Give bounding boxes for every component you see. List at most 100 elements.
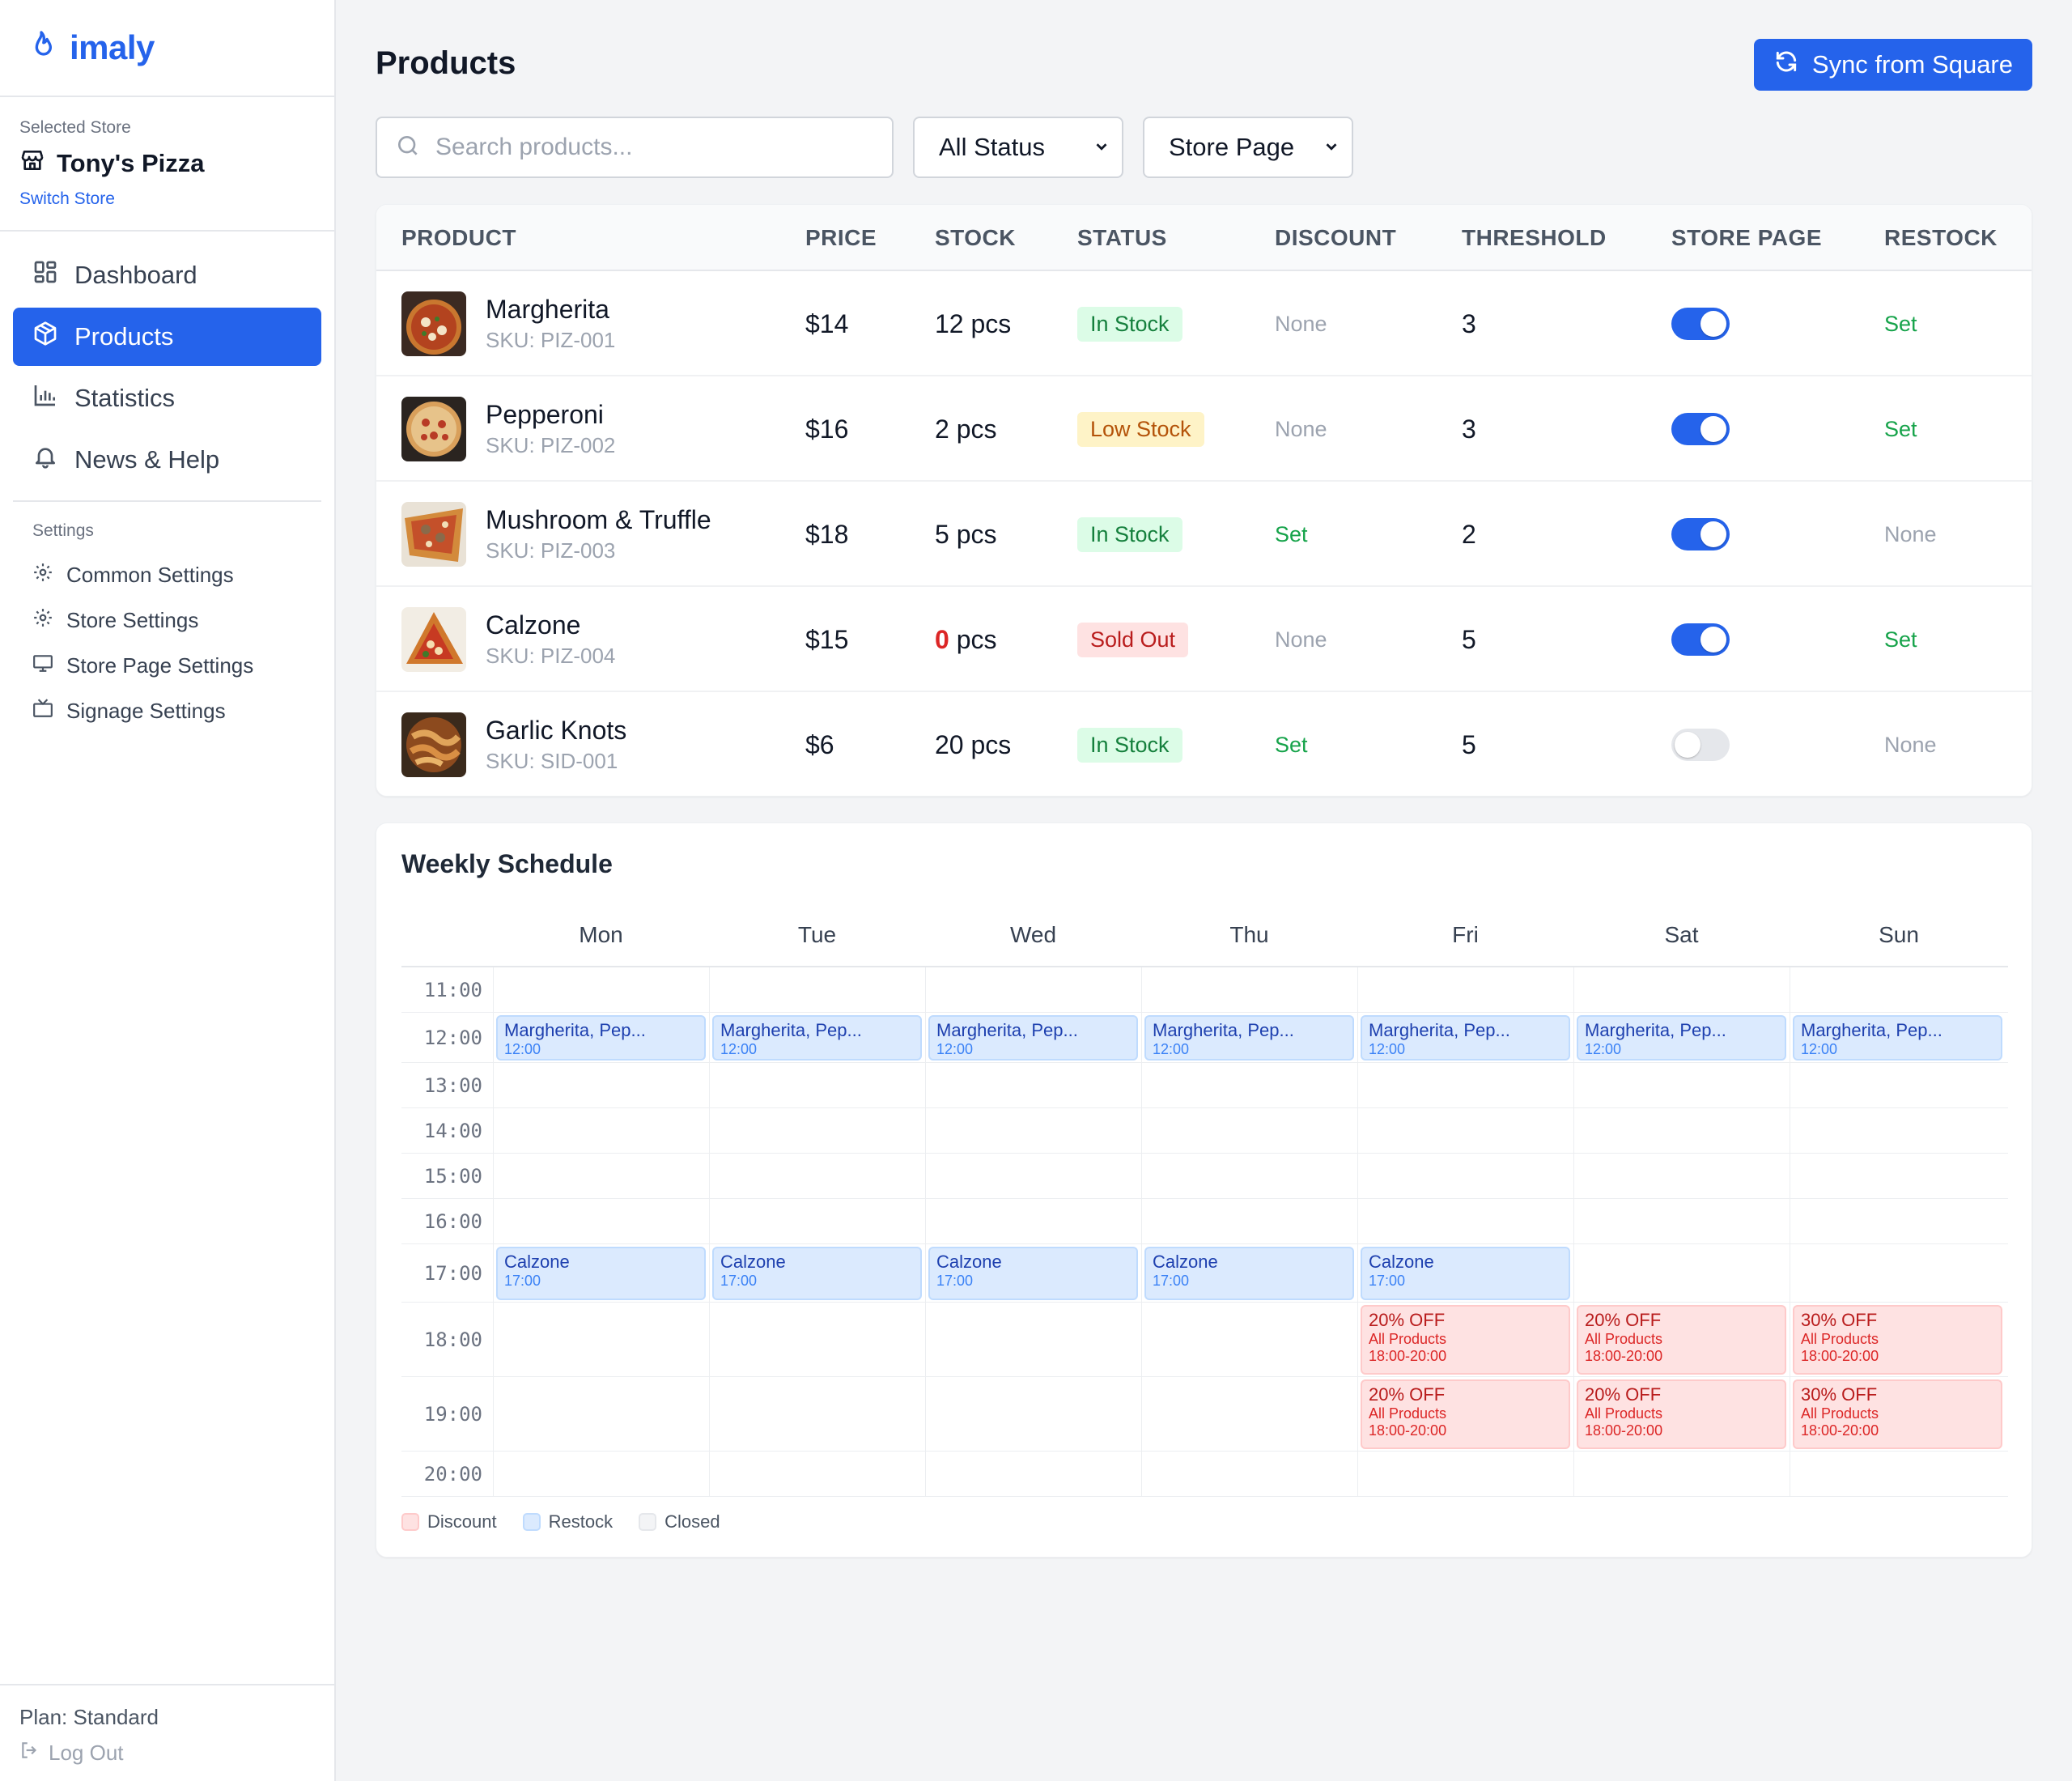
table-row[interactable]: Pepperoni SKU: PIZ-002 $16 2 pcs Low Sto… (376, 376, 2032, 482)
settings-item-store-page[interactable]: Store Page Settings (13, 643, 321, 688)
brand[interactable]: imaly (0, 0, 334, 97)
restock-event[interactable]: Margherita, Pep... 12:00 (1577, 1015, 1786, 1061)
discount-value[interactable]: Set (1275, 732, 1308, 757)
store-page-toggle[interactable] (1671, 413, 1730, 445)
discount-event[interactable]: 30% OFF All Products 18:00-20:00 (1793, 1305, 2002, 1375)
discount-event[interactable]: 20% OFF All Products 18:00-20:00 (1577, 1379, 1786, 1449)
column-header-discount[interactable]: DISCOUNT (1275, 225, 1397, 250)
event-subtitle: 12:00 (504, 1041, 541, 1057)
logout-button[interactable]: Log Out (19, 1740, 315, 1766)
restock-event[interactable]: Margherita, Pep... 12:00 (1361, 1015, 1570, 1061)
time-label: 20:00 (423, 1463, 482, 1486)
store-page-cell (1671, 587, 1730, 692)
day-column-divider (1573, 967, 1574, 1497)
day-header-sun: Sun (1879, 922, 1919, 947)
restock-event[interactable]: Margherita, Pep... 12:00 (496, 1015, 706, 1061)
main-nav: Dashboard Products Statistics News & Hel… (0, 232, 334, 733)
restock-event[interactable]: Margherita, Pep... 12:00 (712, 1015, 922, 1061)
stock-cell: 20 pcs (935, 692, 1011, 796)
event-time-range: 18:00-20:00 (1801, 1422, 1879, 1439)
legend-swatch (639, 1513, 657, 1531)
stock-count: 12 (935, 308, 964, 338)
restock-value[interactable]: None (1884, 732, 1937, 757)
product-name[interactable]: Garlic Knots (486, 716, 627, 745)
sync-button[interactable]: Sync from Square (1753, 39, 2032, 91)
restock-event[interactable]: Margherita, Pep... 12:00 (1144, 1015, 1354, 1061)
time-label: 18:00 (423, 1328, 482, 1351)
settings-item-label: Signage Settings (66, 698, 226, 723)
store-page-toggle[interactable] (1671, 308, 1730, 340)
restock-value[interactable]: Set (1884, 627, 1917, 652)
column-header-restock[interactable]: RESTOCK (1884, 225, 1998, 250)
product-info: Margherita SKU: PIZ-001 (486, 295, 615, 353)
flame-logo-icon (28, 30, 55, 66)
switch-store-link[interactable]: Switch Store (19, 189, 115, 208)
store-page-toggle[interactable] (1671, 729, 1730, 761)
day-header-mon: Mon (579, 922, 623, 947)
restock-value[interactable]: None (1884, 521, 1937, 546)
discount-value[interactable]: None (1275, 627, 1327, 652)
table-row[interactable]: Margherita SKU: PIZ-001 $14 12 pcs In St… (376, 271, 2032, 376)
status-filter-select[interactable]: All Status (913, 117, 1123, 178)
restock-value[interactable]: Set (1884, 416, 1917, 441)
product-sku: SKU: SID-001 (486, 749, 618, 773)
restock-event[interactable]: Calzone 17:00 (496, 1247, 706, 1300)
event-title: 30% OFF (1801, 1384, 1878, 1405)
product-name[interactable]: Mushroom & Truffle (486, 505, 711, 534)
discount-value[interactable]: None (1275, 416, 1327, 441)
discount-event[interactable]: 20% OFF All Products 18:00-20:00 (1361, 1379, 1570, 1449)
restock-event[interactable]: Calzone 17:00 (712, 1247, 922, 1300)
stock-unit: pcs (956, 624, 997, 654)
table-row[interactable]: Mushroom & Truffle SKU: PIZ-003 $18 5 pc… (376, 482, 2032, 587)
price-value: $16 (805, 414, 849, 444)
event-subtitle: 17:00 (720, 1273, 758, 1289)
search-box[interactable] (376, 117, 894, 178)
page-filter-select[interactable]: Store Page (1143, 117, 1353, 178)
discount-event[interactable]: 30% OFF All Products 18:00-20:00 (1793, 1379, 2002, 1449)
settings-item-store[interactable]: Store Settings (13, 597, 321, 643)
restock-event[interactable]: Calzone 17:00 (1361, 1247, 1570, 1300)
nav-item-dashboard[interactable]: Dashboard (13, 246, 321, 304)
product-name[interactable]: Calzone (486, 610, 581, 640)
discount-value[interactable]: None (1275, 311, 1327, 336)
event-title: Margherita, Pep... (1585, 1020, 1726, 1040)
discount-value[interactable]: Set (1275, 521, 1308, 546)
schedule-time-row: 19:00 (401, 1377, 2008, 1452)
discount-event[interactable]: 20% OFF All Products 18:00-20:00 (1577, 1305, 1786, 1375)
settings-item-common[interactable]: Common Settings (13, 552, 321, 597)
discount-event[interactable]: 20% OFF All Products 18:00-20:00 (1361, 1305, 1570, 1375)
column-header-stock[interactable]: STOCK (935, 225, 1016, 250)
legend-label: Closed (664, 1511, 720, 1532)
nav-item-news-help[interactable]: News & Help (13, 431, 321, 489)
search-input[interactable] (435, 134, 873, 161)
table-row[interactable]: Garlic Knots SKU: SID-001 $6 20 pcs In S… (376, 692, 2032, 796)
settings-item-signage[interactable]: Signage Settings (13, 688, 321, 733)
product-name[interactable]: Margherita (486, 295, 609, 324)
logout-icon (19, 1740, 40, 1766)
nav-item-products[interactable]: Products (13, 308, 321, 366)
restock-event[interactable]: Margherita, Pep... 12:00 (928, 1015, 1138, 1061)
product-name[interactable]: Pepperoni (486, 400, 604, 429)
column-header-threshold[interactable]: THRESHOLD (1462, 225, 1607, 250)
restock-event[interactable]: Calzone 17:00 (1144, 1247, 1354, 1300)
storefront-icon (19, 147, 45, 180)
column-header-store-page[interactable]: STORE PAGE (1671, 225, 1823, 250)
restock-event[interactable]: Margherita, Pep... 12:00 (1793, 1015, 2002, 1061)
store-page-toggle[interactable] (1671, 518, 1730, 550)
product-cell: Margherita SKU: PIZ-001 (401, 271, 615, 376)
column-header-product[interactable]: PRODUCT (401, 225, 516, 250)
restock-event[interactable]: Calzone 17:00 (928, 1247, 1138, 1300)
store-page-cell (1671, 271, 1730, 376)
schedule-time-row: 11:00 (401, 967, 2008, 1013)
store-page-toggle[interactable] (1671, 623, 1730, 656)
restock-value[interactable]: Set (1884, 311, 1917, 336)
chevron-down-icon (1323, 133, 1340, 162)
event-subtitle: 17:00 (1153, 1273, 1190, 1289)
column-header-price[interactable]: PRICE (805, 225, 877, 250)
table-row[interactable]: Calzone SKU: PIZ-004 $15 0 pcs Sold Out … (376, 587, 2032, 692)
nav-item-statistics[interactable]: Statistics (13, 369, 321, 427)
store-page-cell (1671, 482, 1730, 587)
page-title: Products (376, 45, 516, 81)
column-header-status[interactable]: STATUS (1077, 225, 1167, 250)
sidebar: imaly Selected Store Tony's Pizza Switch… (0, 0, 336, 1781)
